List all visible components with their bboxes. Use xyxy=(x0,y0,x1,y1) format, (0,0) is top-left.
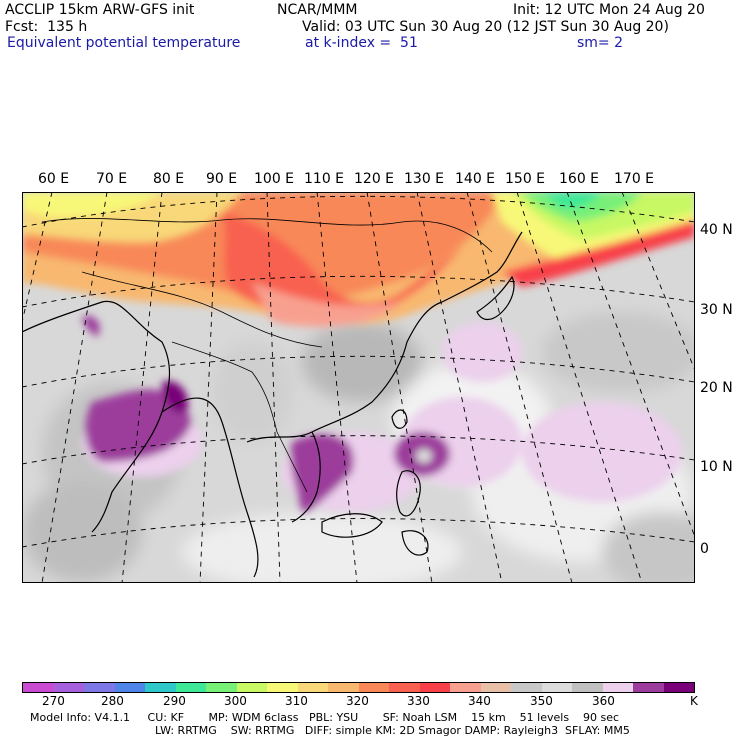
valid-time: Valid: 03 UTC Sun 30 Aug 20 (12 JST Sun … xyxy=(302,19,669,35)
colorbar-swatch xyxy=(602,683,633,692)
tropical-moisture xyxy=(82,316,682,512)
colorbar-swatch xyxy=(358,683,389,692)
lat-label: 10 N xyxy=(700,459,733,475)
country-borders xyxy=(41,218,493,493)
colorbar-tick: 310 xyxy=(285,694,308,708)
lon-label: 100 E xyxy=(254,171,295,187)
colorbar-swatch xyxy=(297,683,328,692)
colorbar-tick: 340 xyxy=(468,694,491,708)
colorbar-swatch xyxy=(572,683,603,692)
colorbar-swatch xyxy=(511,683,542,692)
colorbar-swatch xyxy=(206,683,237,692)
lat-label: 20 N xyxy=(700,380,733,396)
map-frame xyxy=(22,192,695,583)
lon-label: 110 E xyxy=(304,171,345,187)
colorbar-swatch xyxy=(84,683,115,692)
colorbar-tick: 330 xyxy=(407,694,430,708)
colorbar-unit: K xyxy=(690,694,698,708)
colorbar-tick: 300 xyxy=(224,694,247,708)
lon-label: 160 E xyxy=(559,171,600,187)
lat-label: 30 N xyxy=(700,302,733,318)
colorbar-swatch xyxy=(236,683,267,692)
coastlines xyxy=(22,231,523,578)
colorbar-swatch xyxy=(114,683,145,692)
level-label: at k-index = 51 xyxy=(305,35,418,51)
model-title: ACCLIP 15km ARW-GFS init xyxy=(5,2,195,18)
colorbar-swatch xyxy=(328,683,359,692)
center-label: NCAR/MMM xyxy=(277,2,358,18)
colorbar-swatch xyxy=(633,683,664,692)
lon-label: 70 E xyxy=(96,171,128,187)
colorbar xyxy=(22,682,695,693)
field-name: Equivalent potential temperature xyxy=(7,35,241,51)
colorbar-tick: 280 xyxy=(101,694,124,708)
lat-label: 40 N xyxy=(700,222,733,238)
colorbar-swatch xyxy=(663,683,694,692)
lon-label: 90 E xyxy=(206,171,238,187)
model-info-line2: LW: RRTMG SW: RRTMG DIFF: simple KM: 2D … xyxy=(155,724,630,737)
colorbar-swatch xyxy=(419,683,450,692)
colorbar-swatch xyxy=(175,683,206,692)
colorbar-swatch xyxy=(480,683,511,692)
colorbar-tick: 350 xyxy=(530,694,553,708)
warm-band xyxy=(22,192,695,327)
colorbar-tick: 320 xyxy=(346,694,369,708)
forecast-hour: Fcst: 135 h xyxy=(5,19,88,35)
colorbar-swatch xyxy=(53,683,84,692)
lon-label: 120 E xyxy=(354,171,395,187)
smoothing-label: sm= 2 xyxy=(577,35,624,51)
lat-lon-grid xyxy=(22,192,695,583)
model-info-line1: Model Info: V4.1.1 CU: KF MP: WDM 6class… xyxy=(30,711,620,724)
lon-label: 130 E xyxy=(404,171,445,187)
lon-label: 60 E xyxy=(38,171,70,187)
colorbar-swatch xyxy=(450,683,481,692)
colorbar-swatch xyxy=(23,683,54,692)
lon-label: 150 E xyxy=(505,171,546,187)
map-panel xyxy=(22,192,695,583)
colorbar-tick: 270 xyxy=(42,694,65,708)
colorbar-tick: 290 xyxy=(163,694,186,708)
colorbar-tick: 360 xyxy=(592,694,615,708)
lat-label: 0 xyxy=(700,541,709,557)
colorbar-swatch xyxy=(541,683,572,692)
lon-label: 80 E xyxy=(153,171,185,187)
colorbar-swatch xyxy=(145,683,176,692)
lon-label: 170 E xyxy=(614,171,655,187)
colorbar-swatch xyxy=(267,683,298,692)
init-time: Init: 12 UTC Mon 24 Aug 20 xyxy=(513,2,705,18)
lon-label: 140 E xyxy=(455,171,496,187)
colorbar-swatch xyxy=(389,683,420,692)
